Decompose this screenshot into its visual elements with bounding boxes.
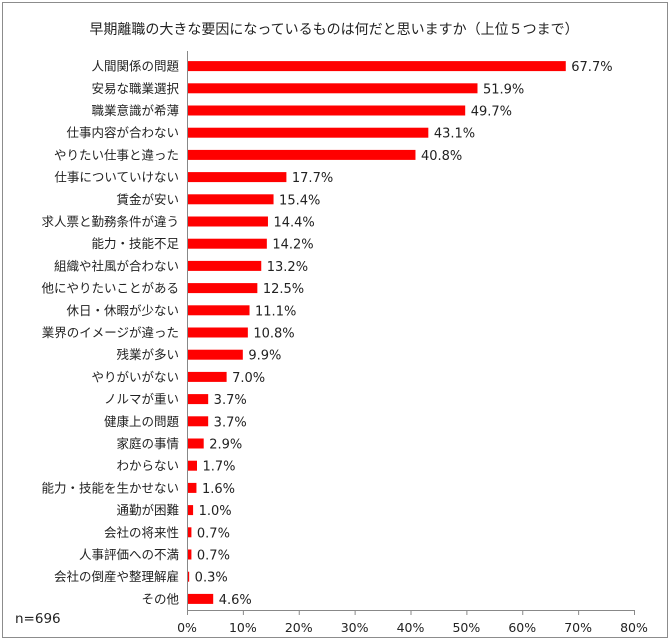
category-label: 仕事についていけない <box>54 170 179 185</box>
category-label: 賃金が安い <box>116 192 179 207</box>
category-label: 能力・技能不足 <box>91 236 179 251</box>
bars-group: 人間関係の問題 67.7% 安易な職業選択 51.9% 職業意識が希薄 49.7% 仕事内容… <box>41 59 612 608</box>
bar <box>187 394 209 405</box>
value-label: 3.7% <box>214 415 247 430</box>
bar <box>187 260 262 271</box>
chart-title: 早期離職の大きな要因になっているものは何だと思いますか（上位５つまで） <box>89 21 578 38</box>
bar <box>187 83 478 94</box>
bar <box>187 438 204 449</box>
bar <box>187 416 209 427</box>
bar <box>187 549 192 560</box>
value-label: 43.1% <box>434 127 475 142</box>
category-label: 組織や社風が合わない <box>54 258 179 273</box>
value-label: 10.8% <box>253 327 294 342</box>
category-label: 通勤が困難 <box>116 503 179 518</box>
category-label: 職業意識が希薄 <box>91 103 179 118</box>
x-tick-label: 0% <box>177 620 197 635</box>
value-label: 14.4% <box>273 216 314 231</box>
category-label: 能力・技能を生かせない <box>41 480 179 495</box>
bar <box>187 571 190 582</box>
value-label: 11.1% <box>255 304 296 319</box>
category-label: 会社の倒産や整理解雇 <box>54 569 179 584</box>
bar <box>187 327 248 338</box>
category-label: 人事評価への不満 <box>79 547 179 562</box>
category-label: 家庭の事情 <box>116 436 179 451</box>
value-label: 3.7% <box>214 393 247 408</box>
bar <box>187 238 267 249</box>
value-label: 12.5% <box>263 282 304 297</box>
x-tick-label: 60% <box>508 620 536 635</box>
x-tick-label: 10% <box>229 620 257 635</box>
x-tick-label: 30% <box>341 620 369 635</box>
bar-chart: 早期離職の大きな要因になっているものは何だと思いますか（上位５つまで） n=69… <box>15 21 648 635</box>
value-label: 4.6% <box>219 593 252 608</box>
bar <box>187 127 429 138</box>
x-tick-label: 70% <box>564 620 592 635</box>
bar <box>187 371 227 382</box>
category-label: 健康上の問題 <box>104 414 180 429</box>
category-label: 仕事内容が合わない <box>66 125 179 140</box>
bar <box>187 61 566 72</box>
value-label: 1.7% <box>202 460 235 475</box>
category-label: 業界のイメージが違った <box>42 325 179 340</box>
bar <box>187 172 287 183</box>
category-label: やりたい仕事と違った <box>54 147 179 162</box>
category-label: 人間関係の問題 <box>91 59 179 74</box>
bar <box>187 216 268 227</box>
category-label: 休日・休暇が少ない <box>66 303 179 318</box>
bar <box>187 349 243 360</box>
bar <box>187 105 466 116</box>
value-label: 14.2% <box>272 238 313 253</box>
value-label: 1.0% <box>199 504 232 519</box>
sample-size-note: n=696 <box>15 611 61 627</box>
value-label: 15.4% <box>279 193 320 208</box>
value-label: 17.7% <box>292 171 333 186</box>
bar <box>187 482 197 493</box>
bar <box>187 593 214 604</box>
value-label: 51.9% <box>483 82 524 97</box>
x-axis: 0% 10% 20% 30% 40% 50% 60% 70% 80% <box>177 51 648 635</box>
bar <box>187 283 258 294</box>
category-label: その他 <box>141 591 179 606</box>
category-label: 他にやりたいことがある <box>41 281 179 296</box>
x-tick-label: 40% <box>397 620 425 635</box>
category-label: 求人票と勤務条件が違う <box>41 214 179 229</box>
bar <box>187 460 197 471</box>
value-label: 0.7% <box>197 549 230 564</box>
category-label: 会社の将来性 <box>104 525 179 540</box>
bar <box>187 149 416 160</box>
x-tick-label: 20% <box>285 620 313 635</box>
category-label: 安易な職業選択 <box>91 81 179 96</box>
bar <box>187 505 194 516</box>
x-tick-label: 80% <box>620 620 648 635</box>
value-label: 40.8% <box>421 149 462 164</box>
category-label: わからない <box>116 458 179 473</box>
bar <box>187 194 274 205</box>
value-label: 0.7% <box>197 526 230 541</box>
value-label: 9.9% <box>248 349 281 364</box>
value-label: 2.9% <box>209 438 242 453</box>
bar <box>187 527 192 538</box>
bar <box>187 305 250 316</box>
category-label: 残業が多い <box>116 347 179 362</box>
category-label: ノルマが重い <box>104 392 179 407</box>
value-label: 7.0% <box>232 371 265 386</box>
value-label: 13.2% <box>267 260 308 275</box>
value-label: 1.6% <box>202 482 235 497</box>
category-label: やりがいがない <box>91 369 179 384</box>
value-label: 49.7% <box>471 105 512 120</box>
value-label: 0.3% <box>195 571 228 586</box>
value-label: 67.7% <box>571 60 612 75</box>
x-tick-label: 50% <box>452 620 480 635</box>
